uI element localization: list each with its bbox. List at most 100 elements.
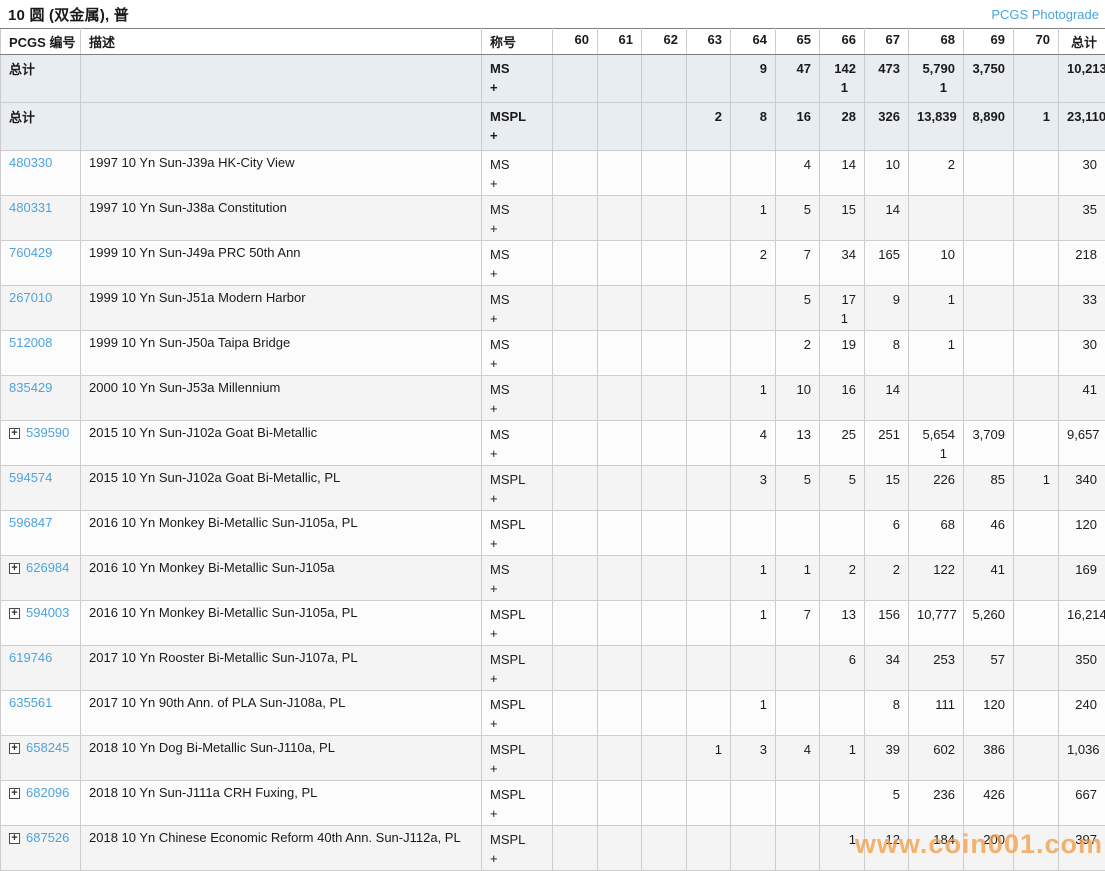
row-total: 41	[1067, 380, 1097, 399]
column-header: 61	[598, 29, 642, 55]
pcgs-number-link[interactable]: 512008	[9, 335, 52, 350]
grade-count: 8	[873, 695, 900, 714]
pcgs-number-link[interactable]: 619746	[9, 650, 52, 665]
row-total: 240	[1067, 695, 1097, 714]
grade-count: 10,777	[917, 605, 955, 624]
column-header: 67	[865, 29, 909, 55]
designation-label: MSPL	[490, 515, 544, 534]
grade-count: 13	[828, 605, 856, 624]
grade-count: 2	[695, 107, 722, 126]
expand-plus-icon[interactable]: +	[9, 743, 20, 754]
table-row: +594003 2016 10 Yn Monkey Bi-Metallic Sun…	[1, 601, 1105, 646]
designation-plus-label: +	[490, 714, 544, 733]
coin-description: 1999 10 Yn Sun-J50a Taipa Bridge	[89, 335, 290, 350]
pcgs-number-link[interactable]: 594003	[26, 605, 69, 620]
pcgs-number-link[interactable]: 760429	[9, 245, 52, 260]
grade-count: 111	[917, 695, 955, 714]
grade-count: 5	[784, 290, 811, 309]
coin-description: 2016 10 Yn Monkey Bi-Metallic Sun-J105a,…	[89, 605, 358, 620]
grade-count: 10	[917, 245, 955, 264]
grade-count: 1	[917, 335, 955, 354]
pcgs-number-link[interactable]: 658245	[26, 740, 69, 755]
table-row: +682096 2018 10 Yn Sun-J111a CRH Fuxing, …	[1, 781, 1105, 826]
grade-count: 5	[828, 470, 856, 489]
row-total: 23,110	[1067, 107, 1097, 126]
pcgs-number-link[interactable]: 539590	[26, 425, 69, 440]
row-total: 350	[1067, 650, 1097, 669]
grade-count: 10	[873, 155, 900, 174]
expand-plus-icon[interactable]: +	[9, 788, 20, 799]
row-total: 9,657	[1067, 425, 1097, 444]
grade-count: 4	[784, 155, 811, 174]
pcgs-number-link[interactable]: 682096	[26, 785, 69, 800]
grade-count: 326	[873, 107, 900, 126]
row-total: 1,036	[1067, 740, 1097, 759]
grade-count: 14	[873, 380, 900, 399]
grade-count: 6	[873, 515, 900, 534]
designation-plus-label: +	[490, 219, 544, 238]
pcgs-number-link[interactable]: 594574	[9, 470, 52, 485]
coin-description: 2018 10 Yn Sun-J111a CRH Fuxing, PL	[89, 785, 317, 800]
grade-count: 5,790	[917, 59, 955, 78]
row-total: 667	[1067, 785, 1097, 804]
grade-count: 1	[917, 290, 955, 309]
grade-count: 15	[873, 470, 900, 489]
expand-plus-icon[interactable]: +	[9, 833, 20, 844]
designation-plus-label: +	[490, 489, 544, 508]
expand-plus-icon[interactable]: +	[9, 428, 20, 439]
grade-plus-count: 1	[917, 78, 955, 97]
grade-count: 165	[873, 245, 900, 264]
grade-count: 12	[873, 830, 900, 849]
expand-plus-icon[interactable]: +	[9, 608, 20, 619]
pcgs-number-link[interactable]: 480330	[9, 155, 52, 170]
pcgs-number-link[interactable]: 596847	[9, 515, 52, 530]
grade-count: 1	[739, 560, 767, 579]
grade-count: 8,890	[972, 107, 1005, 126]
designation-plus-label: +	[490, 126, 544, 145]
column-header: 64	[731, 29, 776, 55]
designation-plus-label: +	[490, 804, 544, 823]
photograde-link[interactable]: PCGS Photograde	[991, 7, 1099, 22]
pcgs-number-link[interactable]: 687526	[26, 830, 69, 845]
row-total: 10,213	[1067, 59, 1097, 78]
grade-count: 122	[917, 560, 955, 579]
grade-count: 57	[972, 650, 1005, 669]
designation-label: MS	[490, 59, 544, 78]
column-header: 60	[553, 29, 598, 55]
coin-description: 2015 10 Yn Sun-J102a Goat Bi-Metallic	[89, 425, 317, 440]
designation-label: MS	[490, 425, 544, 444]
grade-count: 236	[917, 785, 955, 804]
grade-count: 253	[917, 650, 955, 669]
grade-count: 13,839	[917, 107, 955, 126]
designation-plus-label: +	[490, 444, 544, 463]
designation-plus-label: +	[490, 174, 544, 193]
row-total: 30	[1067, 155, 1097, 174]
designation-label: MSPL	[490, 650, 544, 669]
designation-plus-label: +	[490, 309, 544, 328]
row-total: 30	[1067, 335, 1097, 354]
grade-count: 120	[972, 695, 1005, 714]
grade-count: 1	[1022, 107, 1050, 126]
designation-plus-label: +	[490, 669, 544, 688]
designation-plus-label: +	[490, 78, 544, 97]
pcgs-number-link[interactable]: 635561	[9, 695, 52, 710]
grade-count: 19	[828, 335, 856, 354]
grade-count: 1	[739, 380, 767, 399]
designation-plus-label: +	[490, 534, 544, 553]
pcgs-number-link[interactable]: 835429	[9, 380, 52, 395]
pcgs-number-link[interactable]: 626984	[26, 560, 69, 575]
pcgs-number-link[interactable]: 480331	[9, 200, 52, 215]
grade-count: 47	[784, 59, 811, 78]
grade-count: 68	[917, 515, 955, 534]
grade-count: 7	[784, 605, 811, 624]
expand-plus-icon[interactable]: +	[9, 563, 20, 574]
pcgs-number-link[interactable]: 267010	[9, 290, 52, 305]
designation-label: MS	[490, 200, 544, 219]
